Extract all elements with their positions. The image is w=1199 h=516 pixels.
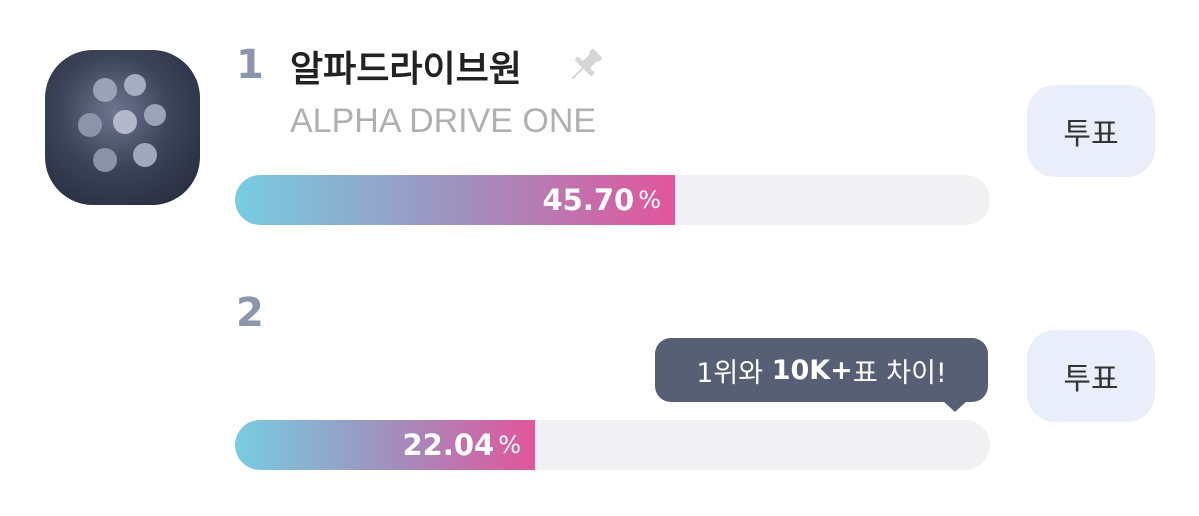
- tooltip-text: 표 차이!: [852, 357, 947, 389]
- artist-subname: ALPHA DRIVE ONE: [290, 102, 597, 140]
- pin-icon: [571, 49, 602, 80]
- percent: 22.04: [402, 428, 495, 462]
- tooltip: 1위와 10K+ 표 차이!: [655, 338, 988, 402]
- rank: 1: [236, 42, 264, 88]
- bar-track: 45.70%: [235, 175, 990, 225]
- tooltip-bold: 10K+: [771, 354, 853, 386]
- bar-fill: 22.04%: [235, 420, 535, 470]
- vote-button[interactable]: 투표: [1027, 85, 1155, 177]
- percent-sign: %: [498, 431, 521, 459]
- percent: 45.70: [542, 183, 635, 217]
- bar-track: 22.04%: [235, 420, 990, 470]
- avatar: [45, 50, 200, 205]
- rank: 2: [236, 290, 264, 336]
- bar-fill: 45.70%: [235, 175, 675, 225]
- percent-sign: %: [638, 186, 661, 214]
- avatar-art: [78, 74, 166, 172]
- tooltip-arrow: [943, 401, 967, 412]
- artist-name: 알파드라이브원: [290, 49, 522, 90]
- tooltip-text: 1위와: [696, 357, 772, 389]
- vote-button[interactable]: 투표: [1027, 330, 1155, 422]
